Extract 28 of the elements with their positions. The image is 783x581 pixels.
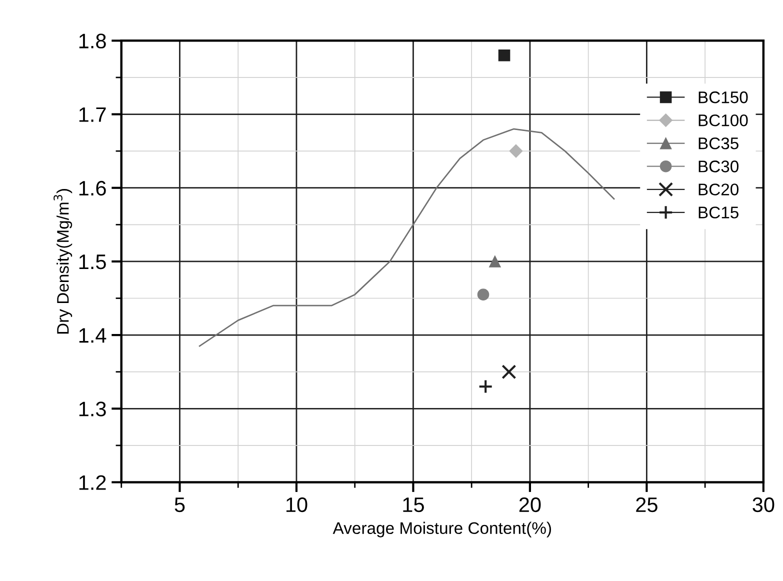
point bbox=[509, 144, 523, 158]
legend-label: BC100 bbox=[698, 114, 748, 126]
point bbox=[502, 364, 516, 380]
point bbox=[489, 256, 501, 268]
y-tick-label: 1.2 bbox=[79, 475, 106, 490]
point bbox=[478, 379, 493, 394]
line-series bbox=[198, 128, 615, 347]
x-tick-label: 25 bbox=[636, 497, 658, 512]
legend-label: BC15 bbox=[698, 206, 738, 218]
x-tick-label: 15 bbox=[403, 498, 424, 512]
y-axis-title: Dry Density(Mg/m$^{3}$) bbox=[54, 189, 72, 334]
legend-label: BC30 bbox=[698, 160, 739, 172]
y-tick-label: 1.8 bbox=[79, 34, 106, 48]
y-tick-label: 1.6 bbox=[79, 180, 106, 196]
y-tick-label: 1.7 bbox=[79, 107, 106, 122]
point bbox=[498, 49, 510, 62]
x-tick-label: 20 bbox=[519, 497, 541, 512]
legend-label: BC20 bbox=[698, 184, 739, 196]
point bbox=[477, 288, 490, 300]
x-tick-label: 10 bbox=[286, 497, 308, 512]
y-tick-label: 1.5 bbox=[79, 254, 106, 270]
legend-label: BC150 bbox=[698, 91, 748, 104]
legend-label: BC35 bbox=[698, 138, 738, 150]
x-tick-label: 5 bbox=[174, 498, 185, 512]
x-axis-title: Average Moisture Content(%) bbox=[332, 522, 551, 538]
x-tick-label: 30 bbox=[752, 497, 774, 512]
y-tick-label: 1.4 bbox=[79, 328, 106, 343]
y-tick-label: 1.3 bbox=[79, 402, 106, 416]
